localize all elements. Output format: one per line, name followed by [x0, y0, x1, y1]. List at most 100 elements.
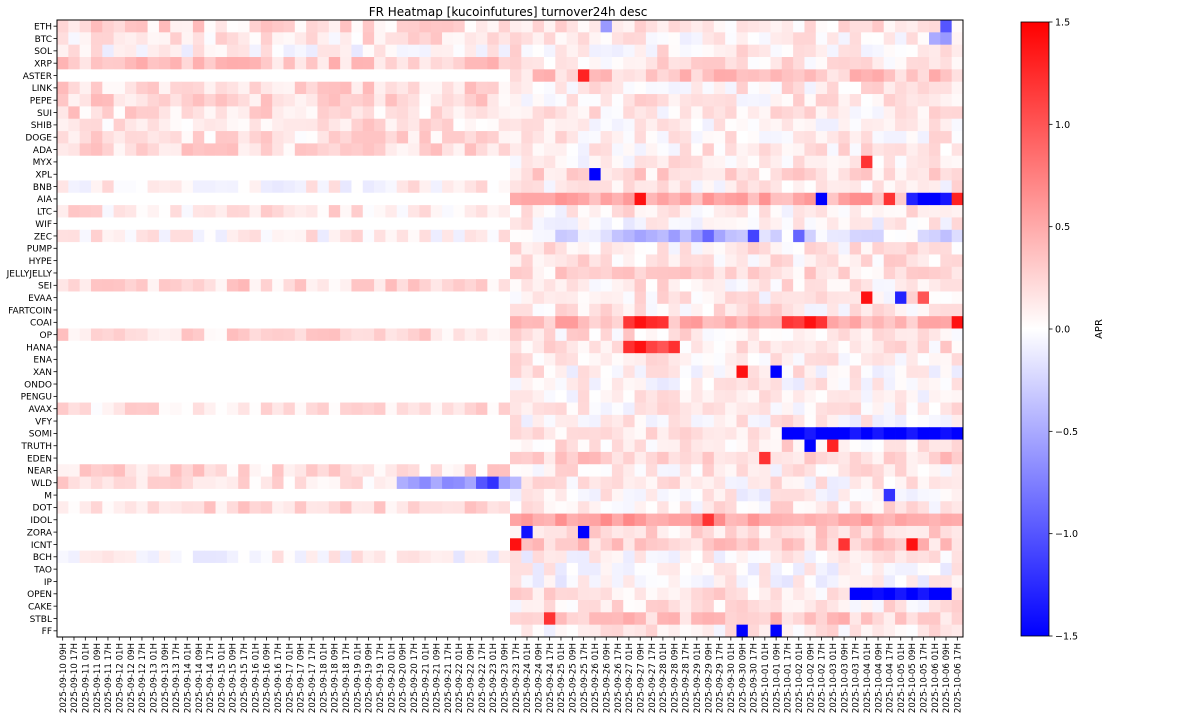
heatmap-cell: [951, 32, 964, 46]
heatmap-cell: [691, 365, 703, 379]
heatmap-cell: [260, 32, 273, 46]
heatmap-cell: [158, 575, 171, 589]
heatmap-cell: [102, 106, 115, 120]
heatmap-cell: [634, 390, 647, 403]
heatmap-cell: [238, 328, 250, 342]
heatmap-cell: [668, 229, 681, 243]
heatmap-cell: [747, 599, 760, 613]
heatmap-cell: [158, 612, 171, 626]
heatmap-cell: [815, 192, 828, 206]
heatmap-cell: [951, 439, 964, 453]
heatmap-cell: [487, 550, 500, 564]
heatmap-cell: [793, 414, 805, 428]
heatmap-cell: [374, 599, 386, 613]
heatmap-cell: [340, 266, 352, 280]
heatmap-cell: [340, 217, 352, 231]
heatmap-cell: [215, 599, 228, 613]
heatmap-cell: [249, 291, 262, 305]
heatmap-cell: [317, 254, 330, 268]
heatmap-cell: [249, 20, 262, 33]
heatmap-cell: [577, 365, 590, 379]
row-label: ZORA: [27, 528, 53, 538]
column-label: 2025-09-22 01H: [455, 643, 465, 713]
heatmap-cell: [306, 155, 318, 169]
heatmap-cell: [408, 575, 420, 589]
heatmap-cell: [510, 217, 522, 231]
heatmap-cell: [124, 513, 137, 527]
heatmap-cell: [90, 44, 103, 58]
heatmap-cell: [521, 44, 534, 58]
heatmap-cell: [951, 180, 964, 194]
heatmap-cell: [577, 353, 590, 366]
heatmap-cell: [827, 192, 839, 206]
heatmap-cell: [668, 94, 681, 107]
heatmap-cell: [793, 575, 805, 589]
heatmap-cell: [668, 377, 681, 391]
heatmap-cell: [781, 550, 794, 564]
heatmap-cell: [770, 538, 783, 552]
heatmap-cell: [645, 316, 658, 329]
heatmap-cell: [102, 550, 115, 564]
heatmap-cell: [68, 439, 81, 453]
heatmap-cell: [645, 538, 658, 552]
heatmap-cell: [283, 254, 296, 268]
heatmap-cell: [895, 476, 907, 490]
heatmap-cell: [566, 57, 579, 70]
heatmap-cell: [136, 316, 148, 329]
heatmap-cell: [668, 205, 681, 218]
row-label: WLD: [31, 479, 52, 489]
heatmap-cell: [283, 612, 296, 626]
heatmap-cell: [600, 538, 613, 552]
heatmap-cell: [872, 612, 885, 626]
heatmap-cell: [566, 205, 579, 218]
heatmap-cell: [385, 599, 398, 613]
heatmap-cell: [555, 476, 568, 490]
heatmap-cell: [917, 464, 930, 477]
heatmap-cell: [577, 402, 590, 416]
heatmap-cell: [124, 242, 137, 255]
heatmap-cell: [238, 32, 250, 46]
heatmap-cell: [362, 44, 375, 58]
heatmap-cell: [102, 513, 115, 527]
heatmap-cell: [487, 279, 500, 292]
heatmap-cell: [623, 599, 635, 613]
heatmap-cell: [917, 217, 930, 231]
heatmap-cell: [374, 229, 386, 243]
heatmap-cell: [57, 81, 69, 95]
heatmap-cell: [340, 427, 352, 440]
heatmap-cell: [249, 402, 262, 416]
row-labels: ETHBTCSOLXRPASTERLINKPEPESUISHIBDOGEADAM…: [6, 22, 57, 637]
heatmap-cell: [328, 488, 341, 502]
row-label: ENA: [33, 356, 52, 366]
heatmap-cell: [793, 464, 805, 477]
heatmap-cell: [951, 316, 964, 329]
row-label: M: [44, 491, 52, 501]
heatmap-cell: [929, 291, 941, 305]
heatmap-cell: [498, 451, 511, 465]
heatmap-cell: [90, 118, 103, 132]
heatmap-cell: [181, 427, 194, 440]
heatmap-cell: [623, 513, 635, 527]
heatmap-cell: [770, 303, 783, 317]
heatmap-cell: [272, 488, 284, 502]
heatmap-cell: [204, 501, 216, 514]
row-label: HYPE: [29, 257, 53, 267]
heatmap-cell: [713, 340, 726, 354]
heatmap-cell: [249, 118, 262, 132]
heatmap-cell: [181, 291, 194, 305]
heatmap-cell: [340, 94, 352, 107]
heatmap-cell: [725, 624, 737, 638]
heatmap-cell: [396, 217, 409, 231]
heatmap-cell: [328, 266, 341, 280]
heatmap-cell: [906, 513, 919, 527]
heatmap-cell: [90, 513, 103, 527]
heatmap-cell: [351, 402, 364, 416]
heatmap-cell: [260, 353, 273, 366]
heatmap-cell: [192, 550, 205, 564]
heatmap-cell: [260, 513, 273, 527]
heatmap-cell: [374, 451, 386, 465]
heatmap-cell: [351, 118, 364, 132]
heatmap-cell: [396, 316, 409, 329]
heatmap-cell: [793, 427, 805, 440]
heatmap-cell: [725, 414, 737, 428]
